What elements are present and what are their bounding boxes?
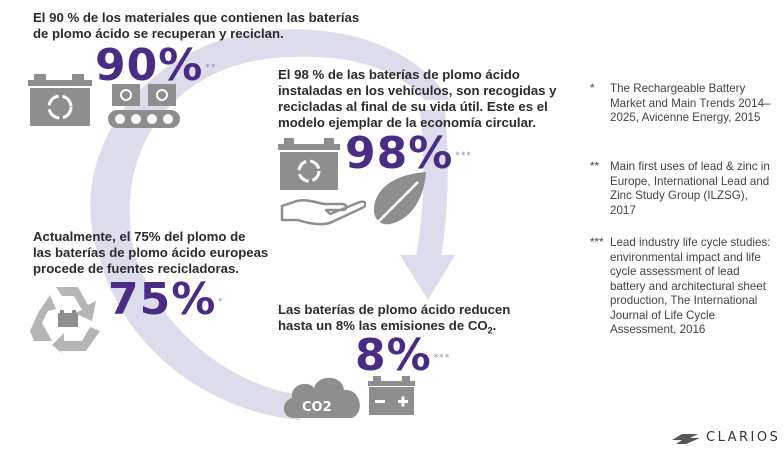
clarios-logo-icon: [672, 433, 700, 444]
recycle-arrows-icon: [30, 287, 100, 355]
stat-75-text: Actualmente, el 75% del plomo de las bat…: [33, 229, 269, 276]
stat-90-value: 90% **: [95, 40, 217, 91]
co2-cloud-icon: CO2: [283, 377, 360, 418]
battery-conveyor-icon: [108, 84, 180, 128]
clarios-logo: CLARIOS: [672, 430, 780, 445]
stat-90-text: El 90 % de los materiales que contienen …: [33, 10, 360, 41]
svg-text:CO2: CO2: [302, 400, 332, 415]
stat-75-value: 75% *: [108, 274, 224, 325]
battery-icon: [278, 138, 340, 190]
stat-8-text: Las baterías de plomo ácido reducen hast…: [278, 302, 511, 336]
leaf-icon: [371, 172, 426, 229]
stat-8-value: 8% ***: [355, 330, 451, 381]
hand-icon: [280, 199, 366, 226]
stat-98-text: El 98 % de las baterías de plomo ácido i…: [278, 67, 557, 130]
stat-98-value: 98% ***: [345, 128, 472, 179]
recycle-battery-icon: [28, 74, 92, 126]
battery-minus-plus-icon: [368, 376, 415, 415]
